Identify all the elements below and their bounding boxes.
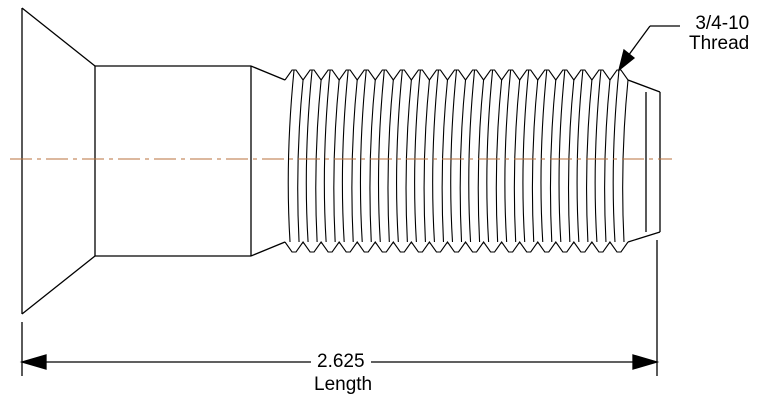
thread-crest-line [504,69,512,243]
chamfered-tip [627,79,661,243]
thread-word-label: Thread [689,33,750,54]
thread-root-line [441,79,449,243]
thread-crest-line [450,69,458,243]
unthreaded-shank [94,65,286,257]
thread-root-line [586,79,593,243]
thread-crest-line [558,69,566,243]
thread-root-line [604,79,611,243]
thread-root-line [423,79,430,243]
thread-crest-line [323,69,331,243]
thread-root-line [387,79,394,243]
thread-root-line [315,79,322,243]
thread-root-line [405,79,412,243]
countersunk-head [21,7,96,315]
thread-crest-line [576,69,584,243]
thread-root-line [369,79,376,243]
thread-root-line [567,79,575,243]
thread-crest-line [377,69,385,243]
thread-crest-line [305,69,313,243]
thread-root-line [622,79,629,243]
thread-crest-line [287,69,295,243]
thread-root-line [459,79,467,243]
thread-crest-line [468,69,476,243]
thread-crest-line [414,69,421,243]
length-value-label: 2.625 [311,352,371,372]
thread-root-line [513,79,521,243]
thread-crest-line [359,69,367,243]
thread-crest-line [486,69,494,243]
thread-crest-line [341,69,349,243]
thread-bottom-profile [284,241,629,253]
thread-size-label: 3/4-10 [695,13,750,34]
thread-callout: 3/4-10 Thread [689,14,749,54]
thread-crest-line [594,69,602,243]
thread-root-line [495,79,503,243]
thread-crest-line [396,69,403,243]
thread-root-line [351,79,358,243]
threaded-section [284,69,629,253]
thread-root-line [549,79,557,243]
thread-callout-leader [617,25,680,72]
thread-crest-line [522,69,530,243]
thread-root-line [477,79,485,243]
thread-root-line [333,79,340,243]
thread-crest-line [540,69,548,243]
thread-root-line [531,79,539,243]
thread-root-line [297,79,304,243]
thread-crest-line [432,69,439,243]
thread-crest-line [612,69,620,243]
length-word-label: Length [314,374,373,395]
